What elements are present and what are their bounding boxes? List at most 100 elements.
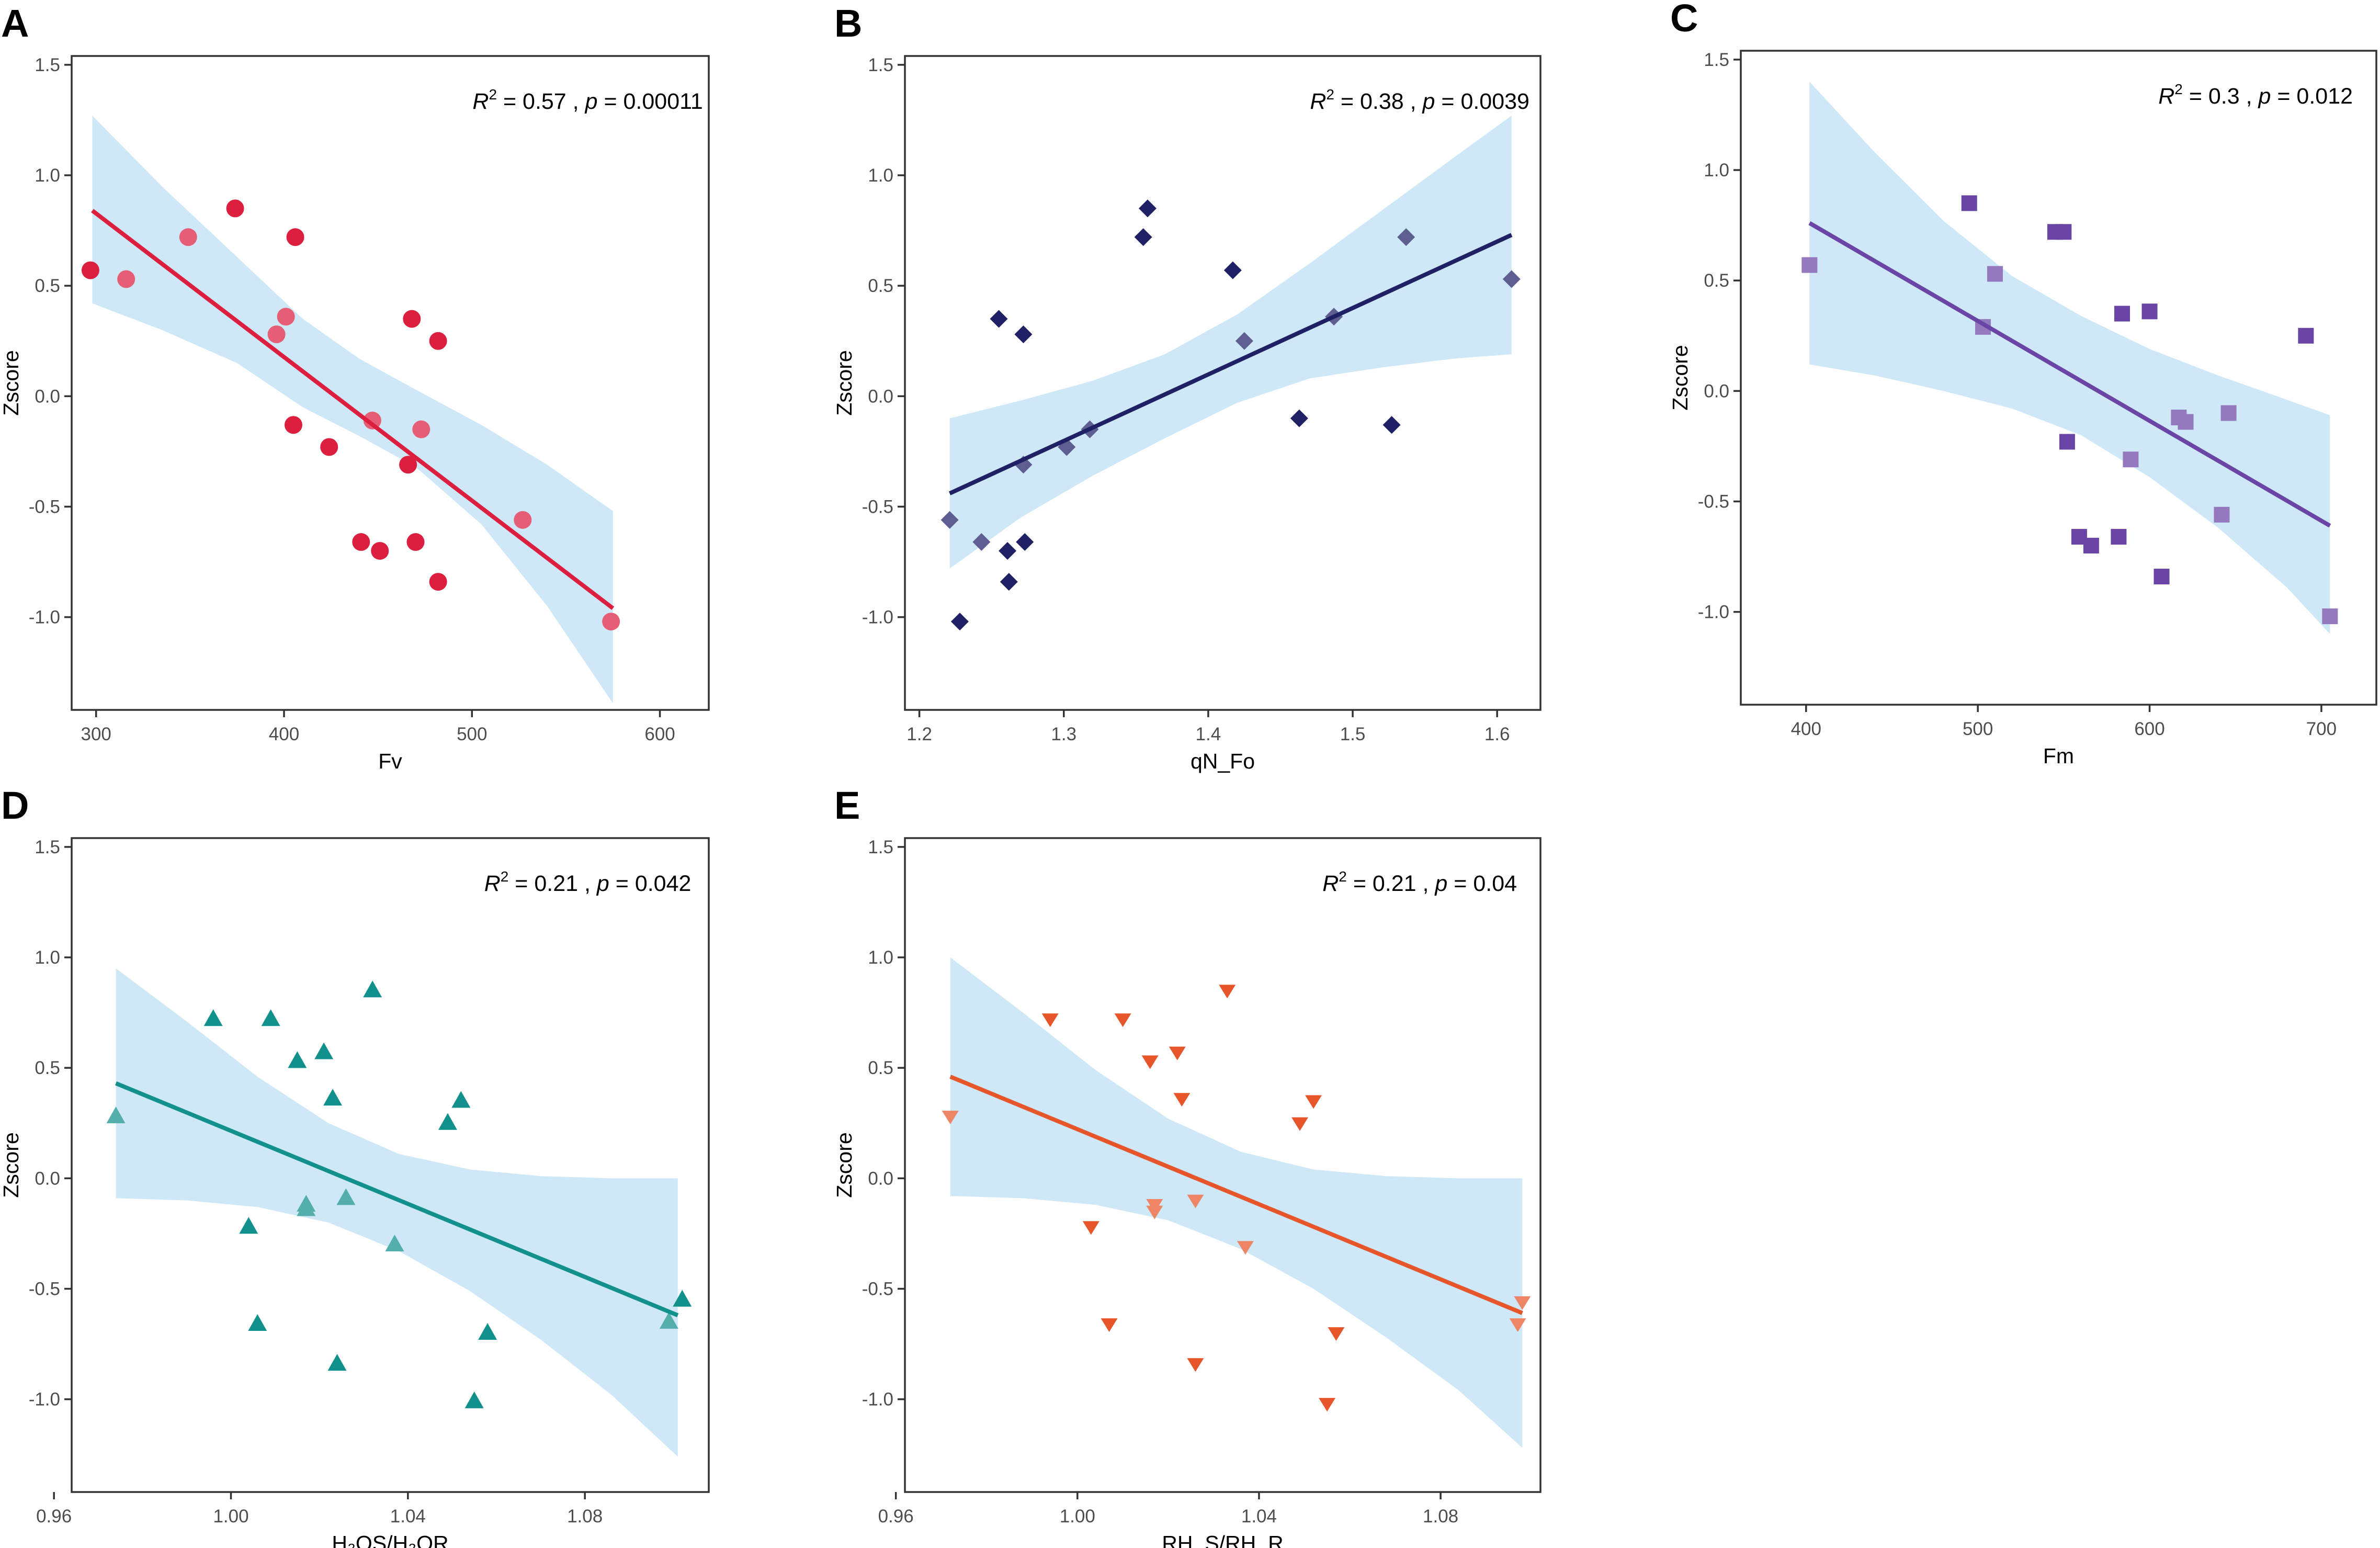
confidence-band-b [949, 116, 1512, 569]
xtick-label-e-3: 1.04 [1241, 1506, 1277, 1527]
xtick-label-c-4: 700 [2306, 719, 2337, 739]
point-e-3 [1082, 1221, 1100, 1235]
ytick-label-e-3: 0.0 [868, 1168, 893, 1189]
point-d-11 [327, 1354, 347, 1371]
xtick-label-b-5: 1.6 [1484, 724, 1510, 744]
point-e-14 [1237, 1241, 1254, 1255]
point-a-9 [320, 438, 338, 456]
ytick-label-b-6: 1.5 [868, 55, 893, 75]
point-e-5 [1114, 1013, 1131, 1027]
panel-letter-e: E [834, 784, 860, 827]
point-e-6 [1141, 1055, 1159, 1069]
point-d-3 [239, 1217, 258, 1234]
fit-line-d [115, 1081, 679, 1317]
ytick-label-b-4: 0.5 [868, 276, 893, 296]
point-e-16 [1305, 1095, 1322, 1109]
panel-letter-b: B [834, 2, 862, 45]
ytick-label-d-1: -1.0 [29, 1389, 60, 1410]
plot-frame-c [1740, 50, 2377, 706]
panel-letter-c: C [1670, 0, 1698, 40]
ytick-label-c-2: -0.5 [1698, 491, 1729, 512]
y-axis-title-b: Zscore [832, 350, 856, 415]
point-d-4 [248, 1314, 267, 1331]
point-c-2 [1961, 195, 1977, 211]
ytick-label-c-5: 1.0 [1704, 160, 1729, 180]
point-c-20 [2322, 608, 2338, 625]
point-e-13 [1219, 985, 1236, 999]
point-a-6 [267, 325, 286, 344]
point-a-10 [363, 411, 381, 430]
point-a-7 [277, 308, 295, 326]
point-c-14 [2154, 569, 2170, 585]
point-a-19 [514, 511, 532, 529]
x-axis-title-b: qN_Fo [1191, 749, 1255, 773]
y-axis-title-e: Zscore [832, 1132, 856, 1197]
fit-line-e [949, 1075, 1523, 1315]
ytick-label-b-3: 0.0 [868, 386, 893, 406]
point-c-7 [2059, 434, 2075, 450]
point-d-9 [314, 1042, 334, 1059]
x-axis-title-d: H₂OS/H₂OR [332, 1531, 448, 1548]
point-d-17 [464, 1391, 484, 1408]
point-d-2 [203, 1009, 223, 1026]
point-c-4 [1987, 266, 2003, 282]
point-d-18 [478, 1323, 497, 1340]
xtick-label-e-1: 0.96 [878, 1506, 914, 1527]
plot-frame-d [71, 837, 710, 1493]
fit-line-b [948, 233, 1513, 495]
ytick-label-a-4: 0.5 [35, 276, 60, 296]
panel-a: A -1.0 -0.5 0.0 0.5 1.0 1.5 300 400 500 600 Fv Zscor… [0, 2, 710, 773]
xtick-label-b-4: 1.5 [1340, 724, 1366, 744]
ytick-label-d-6: 1.5 [35, 837, 60, 857]
point-d-20 [673, 1290, 692, 1307]
point-a-5 [286, 228, 304, 246]
point-a-18 [429, 573, 447, 591]
stats-annotation-a: R2 = 0.57 , p = 0.00011 [472, 86, 702, 114]
y-axis-title-c: Zscore [1668, 345, 1692, 410]
ytick-label-b-5: 1.0 [868, 165, 893, 186]
ytick-label-e-4: 0.5 [868, 1058, 893, 1078]
point-a-1 [81, 261, 99, 279]
point-a-13 [399, 456, 417, 474]
xtick-label-e-2: 1.00 [1060, 1506, 1095, 1527]
xtick-label-b-2: 1.3 [1051, 724, 1076, 744]
ytick-label-b-2: -0.5 [862, 496, 893, 517]
points-a [81, 199, 620, 631]
ytick-label-a-5: 1.0 [35, 165, 60, 186]
point-c-19 [2298, 327, 2314, 344]
point-e-4 [1101, 1318, 1118, 1332]
point-d-13 [363, 980, 382, 998]
point-e-11 [1187, 1358, 1204, 1372]
ytick-label-c-4: 0.5 [1704, 270, 1729, 291]
ytick-label-e-2: -0.5 [862, 1279, 893, 1299]
ytick-label-d-4: 0.5 [35, 1058, 60, 1078]
xtick-label-d-2: 1.00 [213, 1506, 248, 1527]
point-e-9 [1169, 1046, 1186, 1060]
ytick-label-a-2: -0.5 [29, 496, 60, 517]
point-b-16 [1290, 409, 1308, 427]
point-a-3 [179, 228, 197, 246]
point-b-1 [940, 511, 959, 529]
ytick-label-a-6: 1.5 [35, 55, 60, 75]
point-b-20 [1502, 270, 1521, 288]
ytick-label-a-1: -1.0 [29, 607, 60, 628]
xtick-label-c-2: 500 [1963, 719, 1993, 739]
point-e-17 [1319, 1398, 1336, 1412]
point-e-10 [1173, 1093, 1191, 1107]
xtick-label-a-3: 500 [457, 724, 487, 744]
point-d-10 [323, 1089, 343, 1106]
point-a-20 [602, 613, 620, 631]
plot-frame-a [71, 55, 710, 711]
panel-b: B -1.0 -0.5 0.0 0.5 1.0 1.5 1.2 1.3 1.4 1.5 1.6 qN_F… [832, 2, 1542, 773]
points-c [1801, 195, 2338, 625]
point-e-20 [1514, 1296, 1531, 1310]
point-d-5 [261, 1009, 280, 1026]
xtick-label-a-4: 600 [644, 724, 675, 744]
ytick-label-a-3: 0.0 [35, 386, 60, 406]
xtick-label-c-1: 400 [1791, 719, 1821, 739]
point-d-12 [336, 1188, 356, 1205]
ytick-label-c-1: -1.0 [1698, 602, 1729, 623]
y-axis-title-a: Zscore [0, 350, 23, 415]
point-d-14 [385, 1235, 404, 1252]
